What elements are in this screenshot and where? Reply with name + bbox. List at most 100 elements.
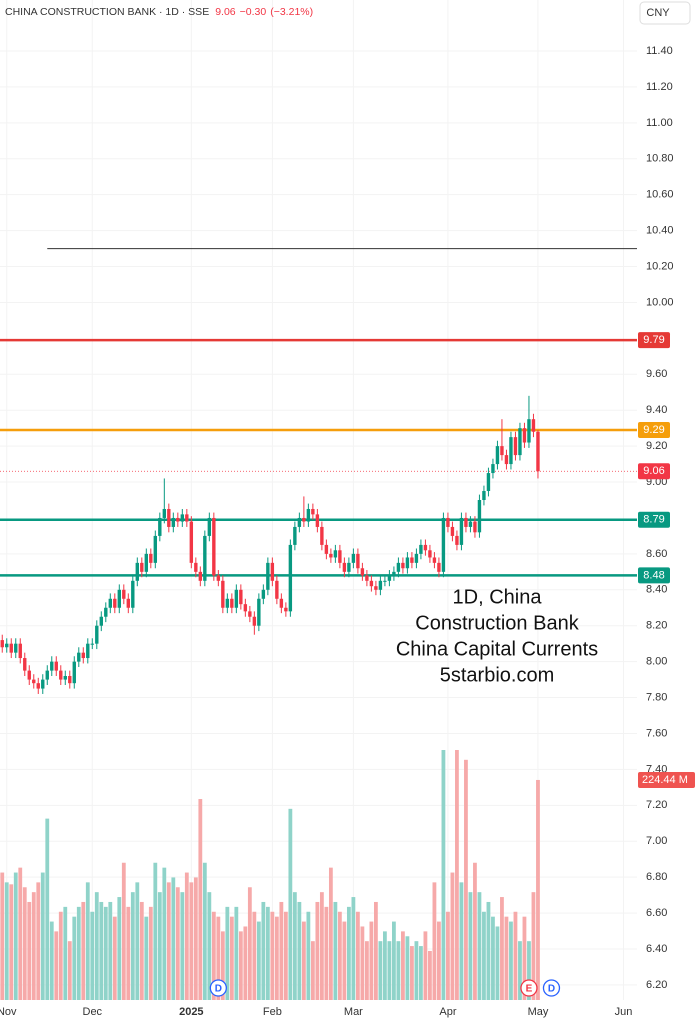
x-tick-label: Nov [0, 1006, 17, 1018]
volume-bar [72, 916, 77, 1000]
volume-bar [324, 906, 329, 1000]
level-badge [638, 332, 670, 349]
y-tick-label: 6.60 [646, 907, 667, 919]
volume-bar [477, 892, 482, 1000]
volume-bar [49, 921, 54, 1000]
volume-bar [135, 882, 140, 1000]
candle-body [63, 676, 67, 680]
candle-body [59, 670, 63, 680]
x-tick-label: Dec [83, 1006, 103, 1018]
level-badge-label: 9.29 [643, 424, 664, 436]
price-change: −0.30 [240, 6, 267, 18]
volume-bar [455, 750, 459, 1000]
candle-body [72, 661, 76, 684]
volume-bar [130, 892, 135, 1000]
volume-bar [126, 906, 131, 1000]
candle-body [90, 643, 94, 645]
x-tick-label: May [528, 1006, 549, 1018]
candle-body [239, 589, 243, 605]
candle-body [32, 679, 36, 684]
volume-bar [202, 862, 207, 1000]
price-change-pct: (−3.21%) [270, 6, 313, 18]
volume-bar [175, 887, 180, 1000]
candle-body [5, 643, 9, 648]
candle-body [495, 446, 500, 465]
y-tick-label: 6.40 [646, 943, 667, 955]
candle-body [50, 661, 54, 671]
volume-bar [189, 882, 194, 1000]
volume-badge [638, 771, 695, 788]
event-label: E [526, 984, 533, 995]
candle-body [405, 557, 410, 569]
volume-bar [342, 921, 347, 1000]
candle-body [360, 568, 365, 576]
symbol-title: CHINA CONSTRUCTION BANK · 1D · SSE [5, 6, 209, 18]
candle-body [86, 643, 90, 659]
candle-body [477, 500, 482, 533]
volume-bar [518, 941, 522, 1000]
candle-body [410, 557, 414, 563]
volume-bar [67, 941, 72, 1000]
candle-body [189, 521, 194, 563]
volume-bar [405, 936, 410, 1000]
volume-bar [0, 872, 5, 1000]
volume-bar [482, 911, 486, 1000]
y-tick-label: 10.00 [646, 296, 674, 308]
volume-bar [36, 882, 41, 1000]
volume-bar [292, 892, 297, 1000]
candle-body [522, 428, 527, 443]
volume-bar [265, 906, 270, 1000]
volume-bar [495, 926, 500, 1000]
annotation: 1D, China Construction Bank China Capital … [396, 586, 598, 686]
volume-bar [157, 892, 162, 1000]
volume-bar [446, 911, 450, 1000]
volume-bar [112, 916, 117, 1000]
candle-body [180, 514, 185, 522]
x-tick-label: 2025 [179, 1006, 203, 1018]
level-badge-label: 9.79 [643, 334, 664, 346]
volume-bar [441, 750, 446, 1000]
volume-bar [414, 941, 419, 1000]
candle-body [27, 670, 31, 680]
volume-badge-label: 224.44 M [642, 774, 688, 786]
annotation-line: China Capital Currents [396, 638, 598, 660]
candle-body [275, 580, 279, 599]
y-tick-label: 8.60 [646, 548, 667, 560]
candle-body [500, 446, 504, 456]
volume-bar [85, 882, 90, 1000]
y-tick-label: 11.20 [646, 81, 673, 93]
volume-bar [437, 921, 441, 1000]
candle-body [536, 431, 540, 472]
candle-body [284, 607, 288, 612]
y-tick-label: 8.20 [646, 620, 667, 632]
candle-body [216, 575, 221, 581]
candle-body [329, 553, 333, 558]
level-badge [638, 511, 670, 528]
last-price: 9.06 [215, 6, 236, 18]
volume-bar [378, 941, 383, 1000]
volume-bar [522, 916, 527, 1000]
price-axis: 11.40 11.20 11.00 10.80 10.60 10.40 10.20 10.00… [0, 45, 695, 1018]
volume-bar [513, 911, 518, 1000]
currency-box[interactable] [639, 1, 691, 25]
currency[interactable]: CNY [646, 7, 670, 19]
candle-body [473, 521, 477, 533]
volume-bar [4, 882, 9, 1000]
volume-bar [117, 897, 122, 1000]
volume-bar [76, 906, 81, 1000]
volume-bar [40, 872, 45, 1000]
candle-body [482, 491, 486, 500]
candle-body [347, 562, 351, 572]
candles [0, 395, 540, 694]
x-tick-label: Jun [615, 1006, 633, 1018]
volume-bar [423, 931, 428, 1000]
candle-body [302, 517, 306, 522]
candle-body [414, 553, 419, 563]
candle-body [14, 643, 18, 653]
candle-body [441, 517, 446, 572]
volume-bar [184, 872, 189, 1000]
candle-body [252, 616, 257, 626]
candle-body [95, 625, 99, 644]
candle-body [266, 562, 270, 590]
